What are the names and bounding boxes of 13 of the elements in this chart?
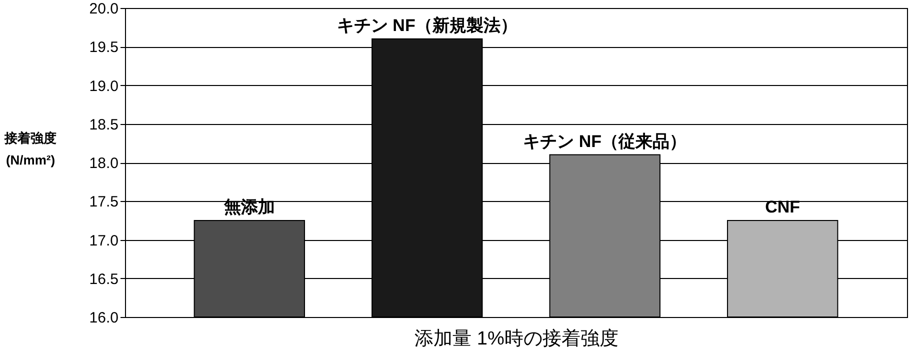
y-tick-label: 18.0 <box>89 155 118 172</box>
y-tick-label: 20.0 <box>89 0 118 18</box>
y-tick-label: 16.0 <box>89 310 118 326</box>
y-tick-label: 18.5 <box>89 116 118 134</box>
y-tick-label: 19.0 <box>89 78 118 95</box>
y-tick-label: 16.5 <box>89 270 118 288</box>
y-axis-title: 接着強度 (N/mm²) <box>4 130 56 168</box>
x-tick-label: キチン NF（従来品） <box>523 132 687 151</box>
y-tick-label: 17.0 <box>89 232 118 250</box>
x-axis-title: 添加量 1%時の接着強度 <box>414 328 618 350</box>
x-tick-label: キチン NF（新規製法） <box>336 16 518 35</box>
y-tick-label: 19.5 <box>89 39 118 56</box>
y-tick-label: 17.5 <box>89 194 118 211</box>
